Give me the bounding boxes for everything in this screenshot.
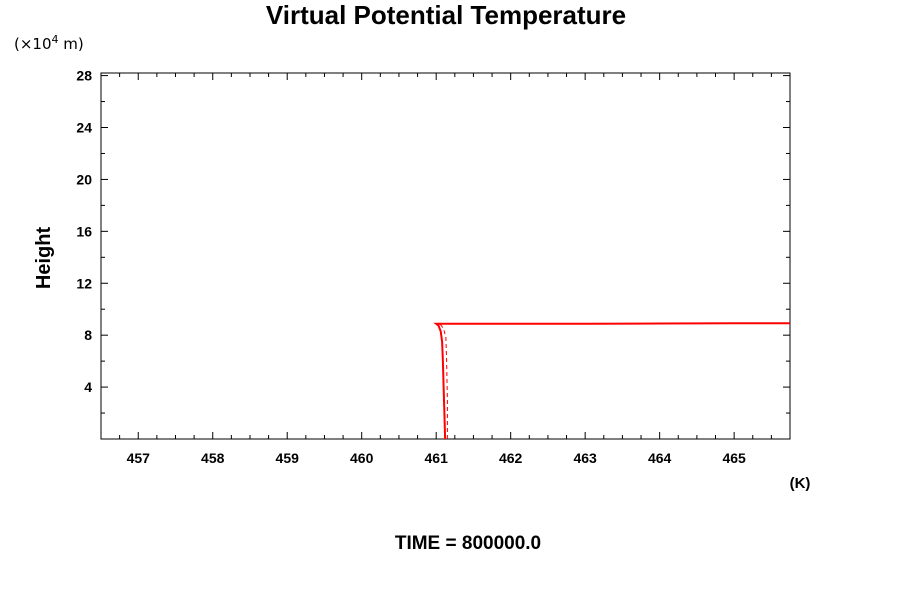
y-axis-label: Height — [33, 227, 55, 290]
y-tick-label: 24 — [76, 120, 92, 136]
y-tick-label: 8 — [84, 327, 92, 343]
series-layer — [433, 322, 790, 440]
chart-title: Virtual Potential Temperature — [266, 0, 626, 30]
x-tick-label: 461 — [425, 450, 449, 466]
plot-frame — [100, 72, 791, 440]
x-units-label: (K) — [790, 475, 811, 492]
y-tick-label: 20 — [76, 171, 92, 187]
x-tick-label: 457 — [127, 450, 151, 466]
series-line-solid — [433, 322, 790, 440]
x-tick-labels: 457 458 459 460 461 462 463 464 465 — [127, 450, 746, 466]
y-tick-label: 16 — [76, 223, 92, 239]
y-units-label: (×104 m) — [14, 33, 84, 53]
x-tick-label: 465 — [722, 450, 746, 466]
x-tick-label: 462 — [499, 450, 523, 466]
x-tick-label: 463 — [573, 450, 597, 466]
y-tick-label: 28 — [76, 68, 92, 84]
y-tick-label: 4 — [84, 379, 92, 395]
x-tick-label: 460 — [350, 450, 374, 466]
time-footer: TIME = 800000.0 — [395, 533, 541, 554]
y-units-exponent: 4 — [52, 33, 59, 46]
y-tick-label: 12 — [76, 275, 92, 291]
axis-ticks — [100, 73, 791, 439]
y-tick-labels: 4 8 12 16 20 24 28 — [76, 68, 92, 395]
x-tick-label: 464 — [648, 450, 672, 466]
x-tick-label: 458 — [201, 450, 225, 466]
x-tick-label: 459 — [276, 450, 300, 466]
